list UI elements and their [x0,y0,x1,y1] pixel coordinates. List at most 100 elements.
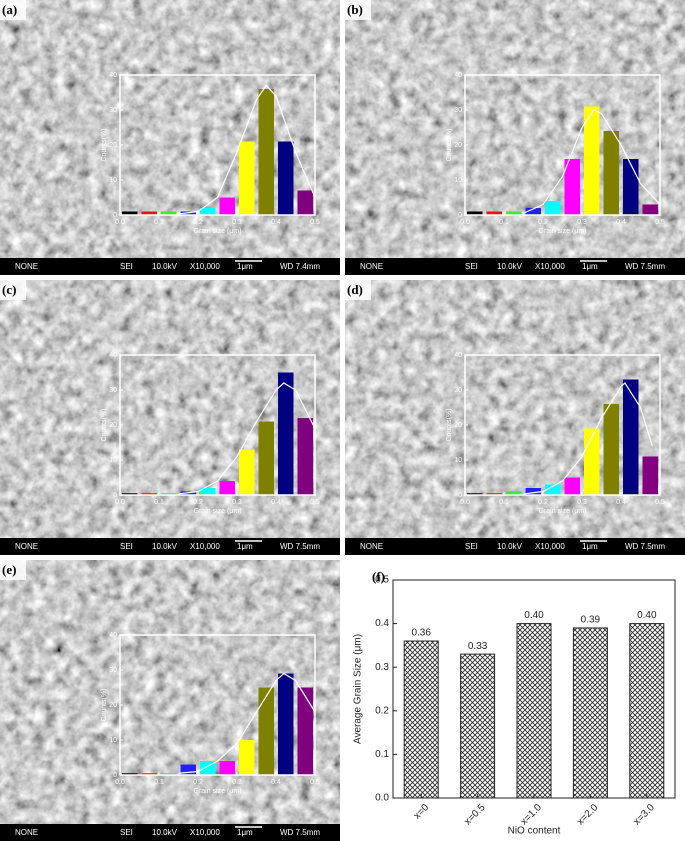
y-tick-label: 0 [113,212,117,219]
panel-label: (e) [2,562,16,577]
info-text: X10,000 [535,262,565,271]
y-tick-label: 30 [109,667,117,674]
panel-label: (f) [372,569,385,584]
hist-bar [506,491,522,495]
y-tick-label: 40 [109,72,117,79]
hist-bar [219,481,235,495]
y-tick-label: 10 [454,177,462,184]
hist-bar [219,761,235,775]
sem-image [345,0,685,275]
x-tick-label: 0.0 [115,499,125,506]
hist-bar [603,131,619,215]
x-axis-label: Grain size (μm) [194,788,242,795]
info-text: 10.0kV [497,542,523,551]
hist-bar [180,764,196,775]
x-tick-label: 0.0 [115,219,125,226]
info-text: X10,000 [535,542,565,551]
x-tick-label: 0.3 [577,499,587,506]
info-text: NONE [15,828,38,837]
y-tick-label: 40 [109,352,117,359]
hist-bar [161,773,177,775]
y-tick-label: 30 [109,387,117,394]
value-label: 0.40 [524,610,544,621]
x-tick-label: x=0 [412,802,432,822]
info-text: 10.0kV [497,262,523,271]
x-tick-label: 0.3 [577,219,587,226]
plot-frame [392,579,676,799]
x-tick-label: 0.2 [193,779,203,786]
x-tick-label: 0.4 [616,499,626,506]
y-tick-label: 30 [109,107,117,114]
hist-bar [141,493,157,495]
hist-bar [486,211,502,215]
hist-bar [258,687,274,775]
bar [460,653,496,799]
x-tick-label: 0.2 [193,499,203,506]
x-tick-label: 0.4 [616,219,626,226]
bar [403,640,439,799]
y-tick-label: 10 [109,737,117,744]
hist-bar [297,687,313,775]
info-text: NONE [15,262,38,271]
x-tick-label: 0.4 [271,499,281,506]
x-tick-label: x=3.0 [632,802,658,828]
hist-bar [122,493,138,495]
info-bar [0,538,340,555]
hist-bar [486,493,502,495]
fit-curve [178,672,316,774]
hist-bar [545,484,561,495]
fit-curve [523,382,653,495]
info-text: X10,000 [190,828,220,837]
info-text: WD 7.5mm [280,542,320,551]
value-label: 0.39 [581,615,601,626]
info-text: SEI [465,542,478,551]
info-text: 1μm [582,262,598,271]
hist-bar [467,493,483,495]
x-axis-label: Grain size (μm) [539,508,587,515]
x-axis-label: Grain size (μm) [539,228,587,235]
hist-bar [219,197,235,215]
hist-bar [278,673,294,775]
hist-bar [297,418,313,495]
x-tick-label: 0.3 [232,219,242,226]
hist-bar [525,488,541,495]
x-tick-label: 0.4 [271,779,281,786]
x-tick-label: 0.3 [232,779,242,786]
info-text: 1μm [237,828,253,837]
info-text: NONE [360,262,383,271]
hist-bar [467,211,483,215]
info-text: 10.0kV [152,542,178,551]
hist-bar [258,421,274,495]
x-tick-label: 0.2 [193,219,203,226]
fit-curve [523,109,661,214]
y-tick-label: 40 [454,352,462,359]
hist-bar [258,89,274,215]
info-bar [0,824,340,841]
hist-bar [545,201,561,215]
info-text: 10.0kV [152,262,178,271]
y-tick-label: 40 [109,632,117,639]
info-text: 10.0kV [152,828,178,837]
hist-bar [122,211,138,215]
panel-label-bg [0,280,26,300]
info-text: SEI [120,828,133,837]
hist-bar [584,106,600,215]
hist-bar [642,456,658,495]
y-tick-label: 0 [113,492,117,499]
y-axis-label: Counts(%) [101,688,108,721]
x-axis-label: Grain size (μm) [194,508,242,515]
x-tick-label: 0.4 [271,219,281,226]
hist-bar [278,141,294,215]
y-tick-label: 0 [458,492,462,499]
x-tick-label: 0.5 [655,499,665,506]
x-tick-label: x=1.0 [519,802,545,828]
y-axis-label: Counts(%) [101,128,108,161]
hist-bar [239,141,255,215]
y-tick-label: 20 [109,422,117,429]
bar [572,627,608,799]
x-tick-label: 0.5 [310,219,320,226]
x-tick-label: x=0.5 [462,802,488,828]
hist-bar [161,211,177,215]
x-tick-label: 0.1 [499,219,509,226]
